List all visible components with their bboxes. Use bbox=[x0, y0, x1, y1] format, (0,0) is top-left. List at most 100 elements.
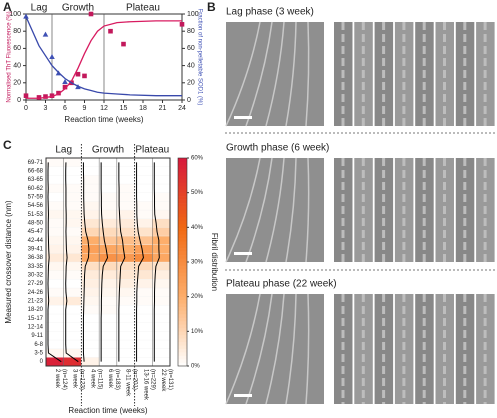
heat-cell bbox=[63, 166, 82, 176]
y-tick-label: 48-50 bbox=[28, 221, 44, 227]
heat-cell bbox=[116, 339, 135, 349]
heat-cell bbox=[81, 313, 100, 323]
heat-cell bbox=[45, 331, 64, 341]
heat-cell bbox=[45, 313, 64, 323]
colorbar-tick-label: 40% bbox=[191, 225, 204, 231]
y-tick-label: 63-65 bbox=[28, 177, 44, 183]
column-label-line: 2 week bbox=[54, 369, 60, 389]
fibril bbox=[285, 293, 297, 405]
heat-cell bbox=[81, 227, 100, 237]
y-tick-label: 51-53 bbox=[28, 212, 44, 218]
data-point bbox=[56, 90, 61, 96]
colorbar-step bbox=[178, 223, 187, 228]
heat-cell bbox=[116, 227, 135, 237]
heat-cell bbox=[98, 313, 118, 323]
colorbar-step bbox=[178, 237, 187, 242]
y2-tick-label: 60 bbox=[187, 45, 195, 52]
column-label: 13-16 week(n=229) bbox=[143, 369, 156, 401]
y-tick-label: 30-32 bbox=[28, 273, 44, 279]
heat-cell bbox=[98, 322, 118, 332]
heat-cell bbox=[98, 166, 118, 176]
heat-cell bbox=[134, 244, 153, 254]
data-point bbox=[42, 31, 49, 37]
colorbar-step bbox=[178, 279, 187, 284]
colorbar-step bbox=[178, 317, 187, 322]
colorbar-step bbox=[178, 262, 187, 266]
y-tick-label: 21-23 bbox=[28, 299, 44, 305]
heat-cell bbox=[152, 348, 171, 358]
data-point bbox=[82, 73, 87, 79]
colorbar-step bbox=[178, 255, 187, 259]
colorbar-step bbox=[178, 324, 187, 329]
x-tick-label: 3 bbox=[44, 105, 48, 112]
distribution-curve bbox=[100, 162, 109, 362]
heat-cell bbox=[152, 331, 171, 341]
x-tick-label: 18 bbox=[139, 105, 147, 112]
heat-cell bbox=[116, 331, 135, 341]
heat-cell bbox=[81, 244, 100, 254]
colorbar-step bbox=[178, 272, 187, 277]
colorbar-step bbox=[178, 241, 187, 245]
colorbar-step bbox=[178, 171, 187, 176]
heat-cell bbox=[81, 235, 100, 245]
data-point bbox=[75, 71, 81, 77]
heat-cell bbox=[81, 253, 100, 263]
x-tick-label: 0 bbox=[24, 105, 28, 112]
region-label: Lag bbox=[31, 3, 48, 14]
distribution-curve bbox=[82, 162, 90, 362]
y-tick-label: 69-71 bbox=[28, 160, 44, 166]
y-tick-label: 33-35 bbox=[28, 264, 44, 270]
fibril bbox=[245, 293, 273, 405]
y-tick-label: 60 bbox=[13, 45, 21, 52]
colorbar-step bbox=[178, 199, 187, 204]
colorbar-tick-label: 30% bbox=[191, 260, 204, 266]
y-tick-label: 80 bbox=[13, 28, 21, 35]
heat-cell bbox=[116, 175, 135, 185]
scale-bar bbox=[234, 252, 252, 255]
distribution-curve bbox=[118, 162, 126, 362]
heat-cell bbox=[152, 305, 171, 315]
column-label-line: 4 week bbox=[90, 369, 96, 389]
colorbar-step bbox=[178, 310, 187, 315]
heat-cell bbox=[116, 235, 135, 245]
heat-cell bbox=[63, 313, 82, 323]
heatmap-frame bbox=[45, 157, 171, 367]
fibril bbox=[225, 293, 261, 405]
y-tick-label: 9-11 bbox=[31, 333, 43, 339]
colorbar-step bbox=[178, 158, 187, 162]
colorbar-step bbox=[178, 352, 187, 356]
y2-tick-label: 100 bbox=[187, 11, 199, 18]
heat-cell bbox=[116, 253, 135, 263]
colorbar-step bbox=[178, 338, 187, 343]
heat-cell bbox=[98, 331, 118, 341]
heat-cell bbox=[116, 357, 135, 367]
distribution-curve bbox=[153, 162, 160, 362]
heat-cell bbox=[152, 183, 171, 193]
data-point bbox=[62, 78, 68, 84]
y-axis-label: Normalised ThT Fluorescence (%) bbox=[7, 11, 13, 102]
x-tick-label: 9 bbox=[83, 105, 87, 112]
colorbar-step bbox=[178, 189, 187, 193]
y2-tick-label: 80 bbox=[187, 28, 195, 35]
heat-cell bbox=[152, 253, 171, 263]
y-tick-label: 24-26 bbox=[28, 290, 44, 296]
colorbar-step bbox=[178, 213, 187, 218]
fibril bbox=[265, 157, 285, 263]
data-point bbox=[49, 93, 55, 98]
colorbar-step bbox=[178, 362, 187, 367]
colorbar-step bbox=[178, 265, 187, 270]
colorbar-step bbox=[178, 210, 187, 214]
colorbar-step bbox=[178, 289, 187, 294]
fibril bbox=[265, 293, 285, 405]
panel-letter: A bbox=[3, 0, 12, 14]
colorbar-step bbox=[178, 334, 187, 339]
heat-cell bbox=[152, 313, 171, 323]
column-label: 3 week(n=123) bbox=[72, 369, 85, 390]
heat-cell bbox=[134, 192, 153, 202]
heat-cell bbox=[152, 261, 171, 271]
heat-cell bbox=[116, 305, 135, 315]
column-label-line: 8-11 week bbox=[125, 369, 131, 397]
heat-cell bbox=[134, 166, 153, 176]
fit-line bbox=[25, 16, 182, 97]
